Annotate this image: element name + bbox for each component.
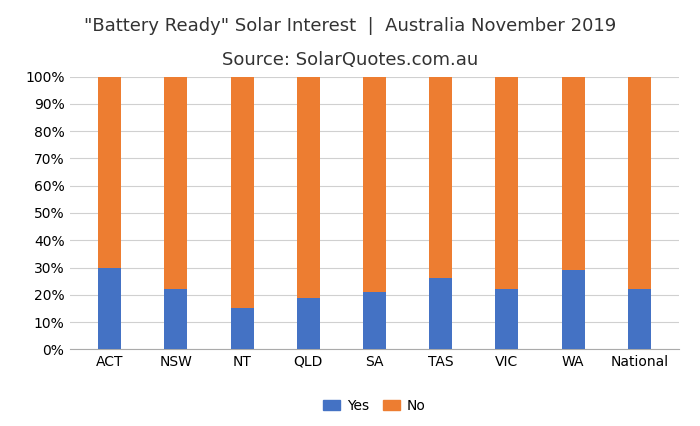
Bar	[230, 308, 253, 349]
Bar	[429, 77, 452, 279]
Text: Source: SolarQuotes.com.au: Source: SolarQuotes.com.au	[222, 51, 478, 69]
Bar	[164, 77, 188, 289]
Bar	[561, 270, 584, 349]
Bar	[98, 268, 121, 349]
Bar	[496, 77, 519, 289]
Bar	[297, 297, 320, 349]
Text: "Battery Ready" Solar Interest  |  Australia November 2019: "Battery Ready" Solar Interest | Austral…	[84, 17, 616, 35]
Bar	[297, 77, 320, 297]
Bar	[496, 289, 519, 349]
Bar	[628, 77, 651, 289]
Bar	[628, 289, 651, 349]
Bar	[164, 289, 188, 349]
Bar	[561, 77, 584, 270]
Bar	[363, 77, 386, 292]
Bar	[363, 292, 386, 349]
Bar	[429, 279, 452, 349]
Legend: Yes, No: Yes, No	[318, 394, 431, 419]
Bar	[98, 77, 121, 268]
Bar	[230, 77, 253, 308]
